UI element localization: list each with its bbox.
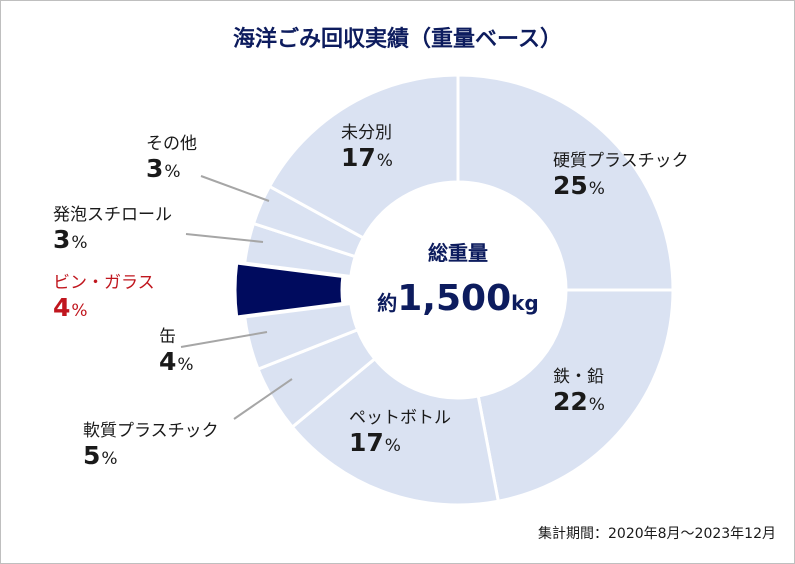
slice-label-unit: % — [588, 179, 605, 200]
center-total: 総重量 約1,500kg — [358, 237, 558, 319]
leader-line-4 — [180, 331, 268, 348]
slice-label-2: ペットボトル 17% — [349, 408, 451, 458]
slice-label-unit: % — [71, 301, 88, 322]
slice-label-7: その他 3% — [146, 134, 197, 184]
slice-label-name: 鉄・鉛 — [553, 367, 604, 387]
slice-label-value: 3% — [146, 154, 181, 184]
slice-label-unit: % — [376, 151, 393, 172]
slice-label-value: 22% — [553, 387, 605, 417]
slice-label-3: 軟質プラスチック 5% — [83, 421, 219, 471]
slice-label-unit: % — [164, 162, 181, 183]
leader-line-7 — [200, 175, 270, 202]
center-value: 約1,500kg — [358, 278, 558, 319]
slice-label-value: 25% — [553, 171, 605, 201]
center-total-number: 1,500 — [397, 278, 512, 319]
slice-label-5: ビン・ガラス 4% — [53, 273, 155, 323]
slice-label-6: 発泡スチロール 3% — [53, 205, 172, 255]
slice-label-unit: % — [177, 355, 194, 376]
slice-label-name: 軟質プラスチック — [83, 421, 219, 441]
donut-slice-2 — [290, 356, 501, 507]
slice-label-name: 発泡スチロール — [53, 205, 172, 225]
center-label: 総重量 — [428, 241, 488, 265]
slice-label-value: 4% — [159, 347, 194, 377]
slice-label-name: その他 — [146, 134, 197, 154]
center-prefix: 約 — [377, 291, 398, 315]
slice-label-value: 4% — [53, 293, 88, 323]
leader-line-3 — [233, 378, 293, 420]
slice-label-1: 鉄・鉛 22% — [553, 367, 605, 417]
slice-label-name: ビン・ガラス — [53, 273, 155, 293]
donut-slice-0 — [456, 73, 675, 292]
slice-label-unit: % — [384, 436, 401, 457]
slice-label-name: 硬質プラスチック — [553, 151, 689, 171]
slice-label-unit: % — [71, 233, 88, 254]
slice-label-8: 未分別 17% — [341, 123, 393, 173]
leader-line-6 — [185, 233, 264, 243]
slice-label-name: 未分別 — [341, 123, 392, 143]
slice-label-0: 硬質プラスチック 25% — [553, 151, 689, 201]
slice-label-value: 5% — [83, 441, 118, 471]
slice-label-value: 17% — [349, 428, 401, 458]
center-unit: kg — [511, 291, 539, 315]
donut-slice-1 — [476, 288, 675, 503]
slice-label-name: ペットボトル — [349, 408, 451, 428]
collection-period-note: 集計期間：2020年8月～2023年12月 — [538, 526, 776, 542]
slice-label-value: 17% — [341, 143, 393, 173]
slice-label-name: 缶 — [159, 327, 176, 347]
slice-label-unit: % — [101, 449, 118, 470]
slice-label-4: 缶 4% — [159, 327, 194, 377]
donut-slice-8 — [267, 73, 460, 241]
slice-label-unit: % — [588, 395, 605, 416]
chart-title: 海洋ごみ回収実績（重量ベース） — [233, 27, 562, 52]
slice-label-value: 3% — [53, 225, 88, 255]
